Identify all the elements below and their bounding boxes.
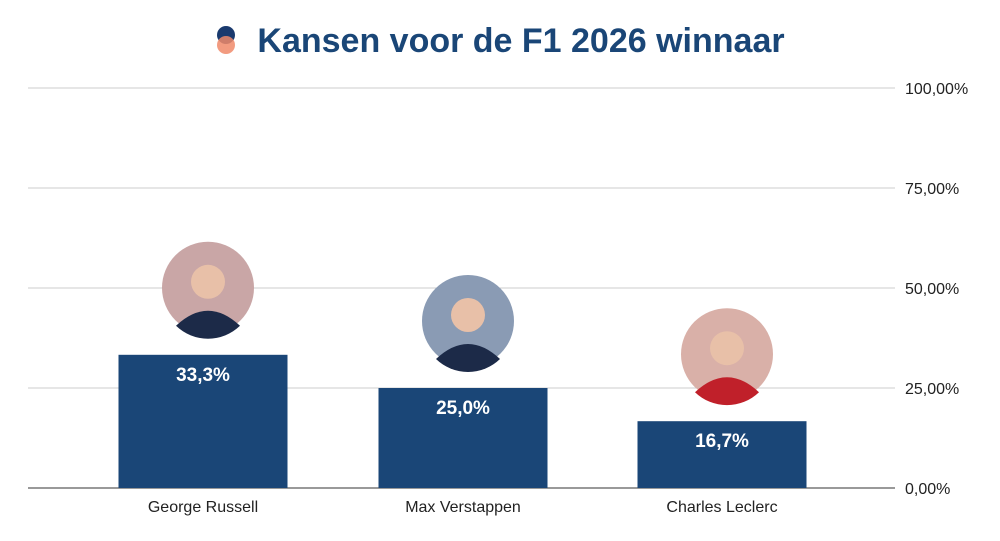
avatar-face-icon — [191, 264, 225, 299]
x-tick-label: George Russell — [148, 499, 258, 516]
avatar-face-icon — [451, 298, 485, 332]
chart-title: Kansen voor de F1 2026 winnaar — [0, 22, 1000, 61]
data-label: 16,7% — [695, 431, 749, 452]
logo-icon — [215, 25, 237, 55]
avatar-face-icon — [710, 331, 744, 366]
avatar-body-icon — [695, 377, 759, 406]
bar — [118, 354, 288, 488]
bar — [378, 388, 548, 488]
bar — [637, 421, 807, 488]
data-label: 33,3% — [176, 365, 230, 386]
y-tick-label: 100,00% — [905, 81, 968, 98]
avatar-body-icon — [436, 344, 500, 372]
chart-title-text: Kansen voor de F1 2026 winnaar — [257, 22, 785, 60]
avatar-body-icon — [176, 310, 240, 339]
y-tick-label: 25,00% — [905, 381, 959, 398]
x-tick-label: Max Verstappen — [405, 499, 521, 516]
y-tick-label: 50,00% — [905, 281, 959, 298]
data-label: 25,0% — [436, 398, 490, 419]
x-tick-label: Charles Leclerc — [666, 499, 777, 516]
y-tick-label: 0,00% — [905, 481, 950, 498]
y-tick-label: 75,00% — [905, 181, 959, 198]
